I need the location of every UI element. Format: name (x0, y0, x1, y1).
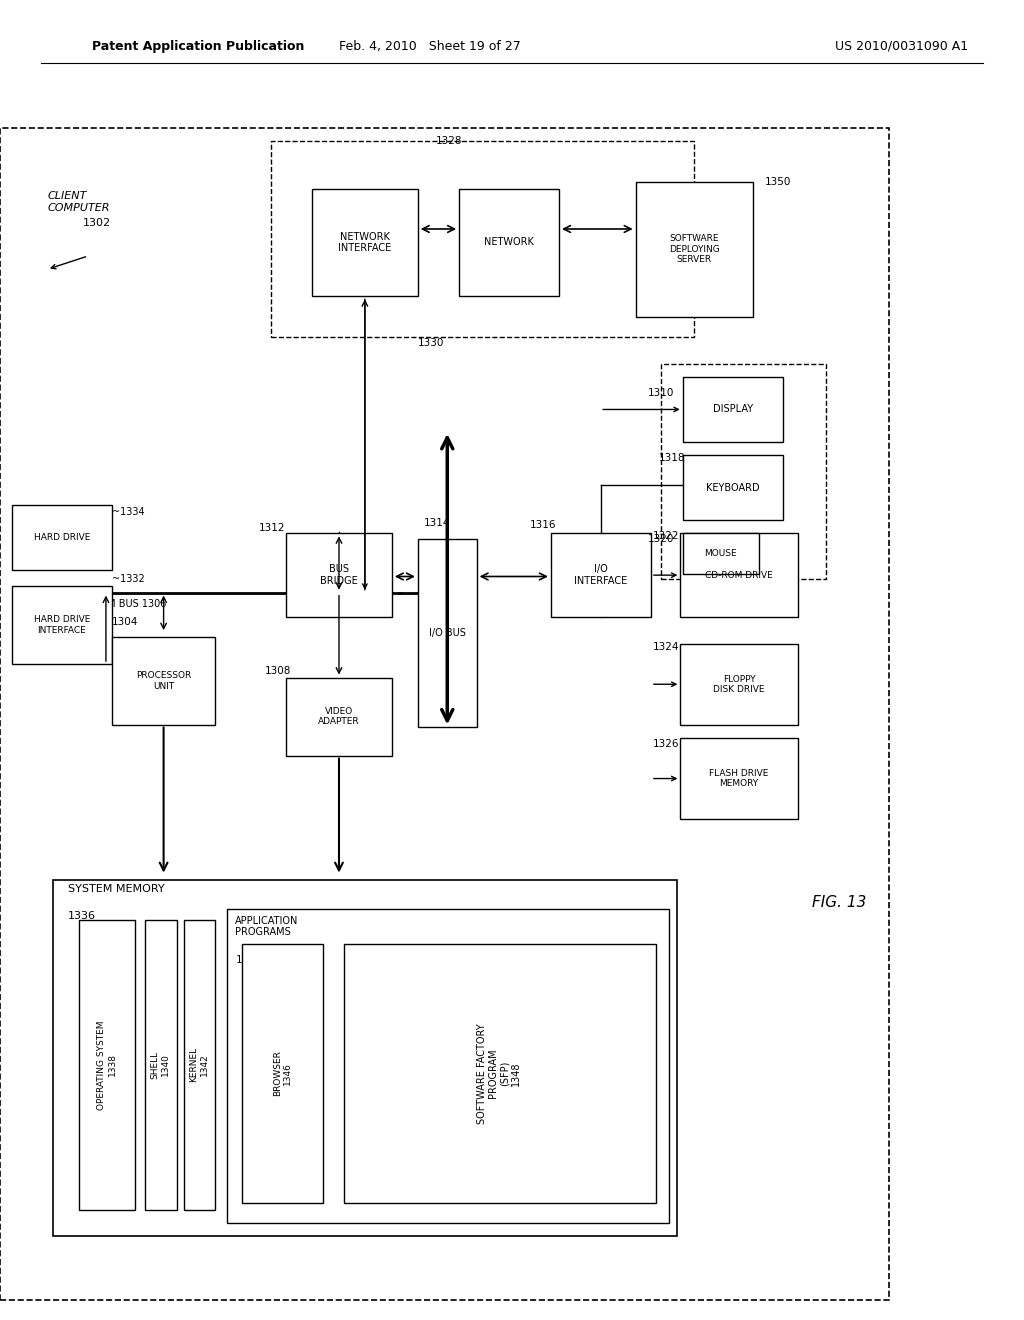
Text: CLIENT
COMPUTER: CLIENT COMPUTER (47, 191, 110, 213)
Text: 1344: 1344 (236, 956, 262, 965)
Text: ~1332: ~1332 (112, 574, 144, 585)
Text: SHELL
1340: SHELL 1340 (151, 1051, 170, 1078)
FancyBboxPatch shape (183, 920, 215, 1209)
Text: NETWORK: NETWORK (484, 238, 534, 247)
Text: Feb. 4, 2010   Sheet 19 of 27: Feb. 4, 2010 Sheet 19 of 27 (339, 40, 521, 53)
Text: KEYBOARD: KEYBOARD (706, 483, 760, 492)
Text: VIDEO
ADAPTER: VIDEO ADAPTER (318, 708, 359, 726)
Text: APPLICATION
PROGRAMS: APPLICATION PROGRAMS (236, 916, 299, 937)
Text: 1304: 1304 (112, 618, 138, 627)
FancyBboxPatch shape (11, 506, 112, 570)
FancyBboxPatch shape (680, 644, 798, 725)
FancyBboxPatch shape (683, 378, 782, 442)
Text: 1310: 1310 (647, 388, 674, 399)
Text: 1350: 1350 (765, 177, 792, 187)
FancyBboxPatch shape (683, 455, 782, 520)
FancyBboxPatch shape (227, 909, 669, 1224)
Text: 1322: 1322 (653, 531, 680, 541)
Text: HARD DRIVE: HARD DRIVE (34, 533, 90, 543)
FancyBboxPatch shape (79, 920, 135, 1209)
FancyBboxPatch shape (680, 533, 798, 616)
Text: 1316: 1316 (529, 520, 556, 531)
FancyBboxPatch shape (418, 539, 477, 727)
Text: 1336: 1336 (69, 911, 96, 921)
FancyBboxPatch shape (286, 677, 392, 755)
Text: FLASH DRIVE
MEMORY: FLASH DRIVE MEMORY (710, 768, 769, 788)
FancyBboxPatch shape (312, 189, 418, 296)
Text: CD-ROM DRIVE: CD-ROM DRIVE (706, 570, 773, 579)
FancyBboxPatch shape (286, 533, 392, 616)
Text: I/O
INTERFACE: I/O INTERFACE (574, 565, 628, 586)
Text: BUS
BRIDGE: BUS BRIDGE (321, 565, 357, 586)
FancyBboxPatch shape (459, 189, 559, 296)
Text: 1324: 1324 (653, 642, 680, 652)
Text: DISPLAY: DISPLAY (713, 404, 753, 414)
Text: 1330: 1330 (418, 338, 444, 348)
Text: 1312: 1312 (259, 523, 286, 533)
Text: 1320: 1320 (647, 533, 674, 544)
Text: Patent Application Publication: Patent Application Publication (92, 40, 304, 53)
FancyBboxPatch shape (243, 944, 323, 1203)
Text: FIG. 13: FIG. 13 (812, 895, 866, 909)
Text: 1318: 1318 (659, 453, 686, 463)
Text: ~1334: ~1334 (112, 507, 144, 517)
Text: 1308: 1308 (265, 665, 291, 676)
FancyBboxPatch shape (11, 586, 112, 664)
Text: 1328: 1328 (435, 136, 462, 147)
FancyBboxPatch shape (683, 533, 759, 574)
Text: I/O BUS: I/O BUS (429, 628, 466, 638)
FancyBboxPatch shape (344, 944, 655, 1203)
FancyBboxPatch shape (144, 920, 176, 1209)
Text: SYSTEM MEMORY: SYSTEM MEMORY (69, 884, 165, 894)
Text: HARD DRIVE
INTERFACE: HARD DRIVE INTERFACE (34, 615, 90, 635)
Text: US 2010/0031090 A1: US 2010/0031090 A1 (835, 40, 968, 53)
Text: 1326: 1326 (653, 738, 680, 748)
Text: PROCESSOR
UNIT: PROCESSOR UNIT (136, 671, 191, 690)
FancyBboxPatch shape (53, 879, 677, 1237)
Text: 1314: 1314 (424, 517, 451, 528)
FancyBboxPatch shape (636, 182, 754, 317)
FancyBboxPatch shape (551, 533, 651, 616)
Text: SOFTWARE FACTORY
PROGRAM
(SFP)
1348: SOFTWARE FACTORY PROGRAM (SFP) 1348 (476, 1023, 521, 1123)
Text: SYSTEM BUS 1306: SYSTEM BUS 1306 (77, 599, 166, 610)
Text: MOUSE: MOUSE (705, 549, 737, 558)
FancyBboxPatch shape (680, 738, 798, 818)
Text: BROWSER
1346: BROWSER 1346 (272, 1051, 292, 1097)
FancyBboxPatch shape (112, 638, 215, 725)
Text: SOFTWARE
DEPLOYING
SERVER: SOFTWARE DEPLOYING SERVER (669, 234, 720, 264)
Text: 1302: 1302 (82, 218, 111, 227)
Text: OPERATING SYSTEM
1338: OPERATING SYSTEM 1338 (97, 1020, 117, 1110)
Text: KERNEL
1342: KERNEL 1342 (189, 1047, 209, 1082)
Text: NETWORK
INTERFACE: NETWORK INTERFACE (338, 231, 391, 253)
Text: FLOPPY
DISK DRIVE: FLOPPY DISK DRIVE (714, 675, 765, 694)
